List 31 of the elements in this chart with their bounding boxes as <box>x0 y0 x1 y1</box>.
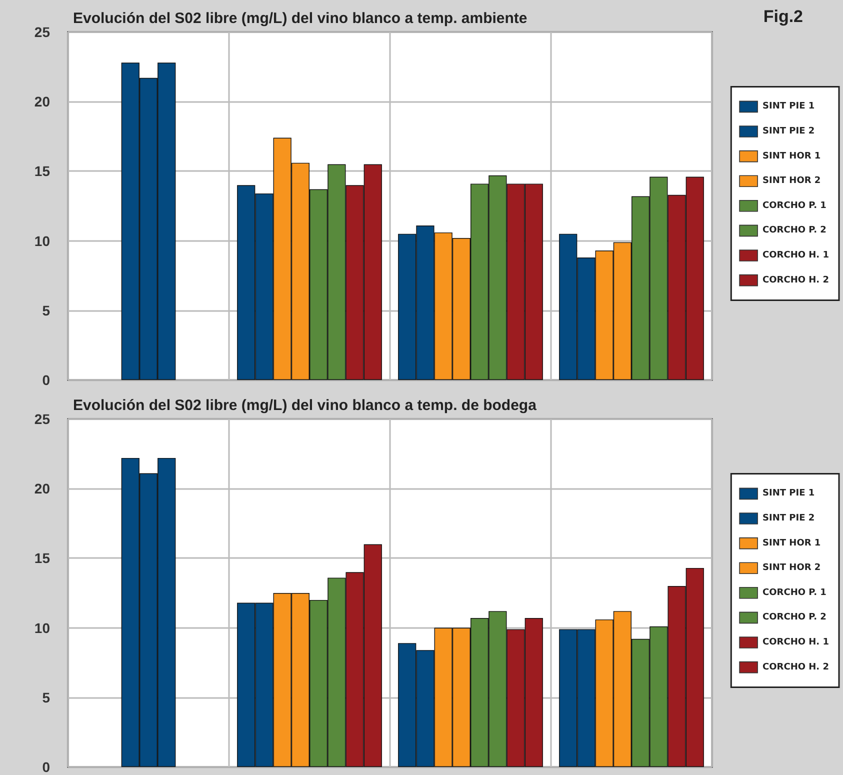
y-tick-label: 20 <box>34 480 50 497</box>
y-tick-label: 10 <box>34 620 50 636</box>
legend-label: CORCHO H. 2 <box>762 662 830 672</box>
y-tick-label: 15 <box>34 163 50 180</box>
y-tick-label: 5 <box>42 689 50 706</box>
y-tick-label: 10 <box>34 232 50 249</box>
legend-label: SINT HOR 1 <box>762 538 821 548</box>
legend-label: SINT HOR 2 <box>762 563 821 574</box>
legend-label: SINT PIE 2 <box>762 126 815 136</box>
legend-label: CORCHO H. 1 <box>762 250 830 260</box>
legend-label: SINT PIE 1 <box>762 102 815 112</box>
chart-title: Evolución del S02 libre (mg/L) del vino blanco a temp. de bodega <box>73 397 538 414</box>
y-tick-label: 0 <box>42 759 50 775</box>
y-tick-label: 25 <box>34 24 50 40</box>
legend-label: CORCHO P. 2 <box>762 612 826 623</box>
y-tick-label: 15 <box>34 550 50 566</box>
legend-label: CORCHO P. 1 <box>762 200 826 211</box>
chart-title: Evolución del S02 libre (mg/L) del vino blanco a temp. ambiente <box>73 10 528 27</box>
legend-label: SINT HOR 2 <box>762 176 821 186</box>
legend-label: CORCHO H. 1 <box>762 638 830 648</box>
legend-label: CORCHO P. 2 <box>762 226 826 236</box>
caption: Fig.2 <box>763 7 804 26</box>
y-tick-label: 0 <box>42 372 50 388</box>
legend-label: SINT HOR 1 <box>762 151 821 162</box>
y-tick-label: 20 <box>34 94 50 110</box>
legend-label: SINT PIE 2 <box>762 514 815 524</box>
legend-label: CORCHO H. 2 <box>762 275 830 286</box>
legend-label: CORCHO P. 1 <box>762 588 826 598</box>
y-tick-label: 5 <box>42 302 50 318</box>
y-tick-label: 25 <box>34 411 50 427</box>
legend-label: SINT PIE 1 <box>762 488 815 499</box>
